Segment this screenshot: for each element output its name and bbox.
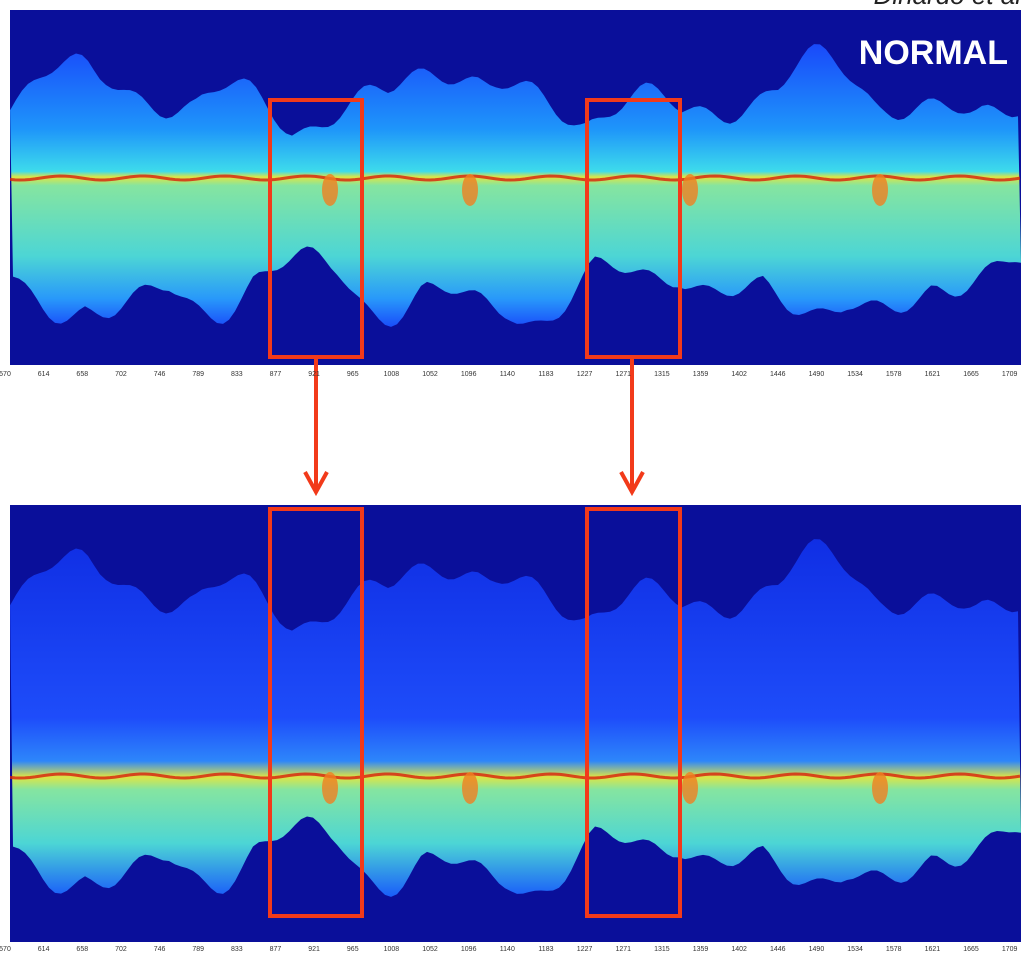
axis-label: 1271	[615, 371, 631, 378]
highlight-box	[585, 507, 682, 918]
axis-label: 1227	[577, 946, 593, 953]
axis-label: 1052	[422, 371, 438, 378]
axis-label: 1402	[731, 946, 747, 953]
axis-label: 1665	[963, 371, 979, 378]
axis-label: 1446	[770, 371, 786, 378]
hot-spot	[872, 772, 888, 804]
axis-label: 1446	[770, 946, 786, 953]
axis-label: 965	[347, 371, 359, 378]
axis-label: 1140	[500, 946, 515, 953]
hot-spot	[322, 174, 338, 206]
hot-spot	[872, 174, 888, 206]
axis-label: 1315	[654, 371, 670, 378]
hot-spot	[682, 174, 698, 206]
heatmap-layer	[10, 44, 1021, 897]
highlight-box	[268, 507, 364, 918]
band	[10, 44, 1021, 327]
axis-label: 1709	[1002, 371, 1018, 378]
axis-label: 1096	[461, 371, 477, 378]
axis-label: 1183	[538, 371, 553, 378]
axis-label: 1271	[615, 946, 631, 953]
axis-label: 833	[231, 946, 243, 953]
arrow-head	[303, 471, 329, 497]
axis-label: 570	[0, 946, 11, 953]
axis-label: 877	[270, 946, 282, 953]
axis-label: 614	[38, 946, 50, 953]
axis-label: 1665	[963, 946, 979, 953]
axis-label: 1359	[693, 946, 709, 953]
panel-label: EXTENDED	[829, 416, 1014, 454]
axis-label: 1227	[577, 371, 593, 378]
axis-label: 1359	[693, 371, 709, 378]
axis-label: 921	[308, 946, 320, 953]
axis-label: 570	[0, 371, 11, 378]
band	[10, 539, 1021, 897]
axis-label: 789	[192, 946, 204, 953]
axis-label: 1008	[384, 371, 400, 378]
panel-label: NORMAL	[859, 34, 1008, 72]
axis-label: 877	[270, 371, 282, 378]
axis-label: 1096	[461, 946, 477, 953]
hot-spot	[462, 772, 478, 804]
intensity-region	[10, 539, 1021, 897]
axis-label: 1052	[422, 946, 438, 953]
peak-streak	[10, 174, 1021, 182]
axis-label: 1490	[809, 946, 825, 953]
axis-label: 1490	[809, 371, 825, 378]
intensity-region	[10, 44, 1021, 327]
axis-label: 1709	[1002, 946, 1018, 953]
axis-label: 965	[347, 946, 359, 953]
axis-label: 1578	[886, 946, 902, 953]
axis-label: 1578	[886, 371, 902, 378]
axis-label: 1534	[847, 946, 863, 953]
axis-label: 833	[231, 371, 243, 378]
axis-label: 746	[154, 946, 166, 953]
hot-spot	[322, 772, 338, 804]
axis-label: 702	[115, 371, 127, 378]
axis-label: 1621	[925, 946, 941, 953]
axis-label: 1183	[538, 946, 553, 953]
peak-streak	[10, 772, 1021, 780]
axis-label: 746	[154, 371, 166, 378]
hot-spot	[682, 772, 698, 804]
axis-label: 614	[38, 371, 50, 378]
hot-spot	[462, 174, 478, 206]
axis-label: 658	[76, 371, 88, 378]
axis-label: 702	[115, 946, 127, 953]
highlight-boxes	[268, 98, 682, 918]
axis-label: 921	[308, 371, 320, 378]
axis-label: 1008	[384, 946, 400, 953]
axis-label: 1534	[847, 371, 863, 378]
axis-label: 789	[192, 371, 204, 378]
axis-label: 1621	[925, 371, 941, 378]
axis-label: 1402	[731, 371, 747, 378]
arrow-head	[619, 471, 645, 497]
axis-label: 1140	[500, 371, 515, 378]
axis-label: 1315	[654, 946, 670, 953]
axis-label: 658	[76, 946, 88, 953]
credit: Dinardo et al	[874, 0, 1021, 10]
